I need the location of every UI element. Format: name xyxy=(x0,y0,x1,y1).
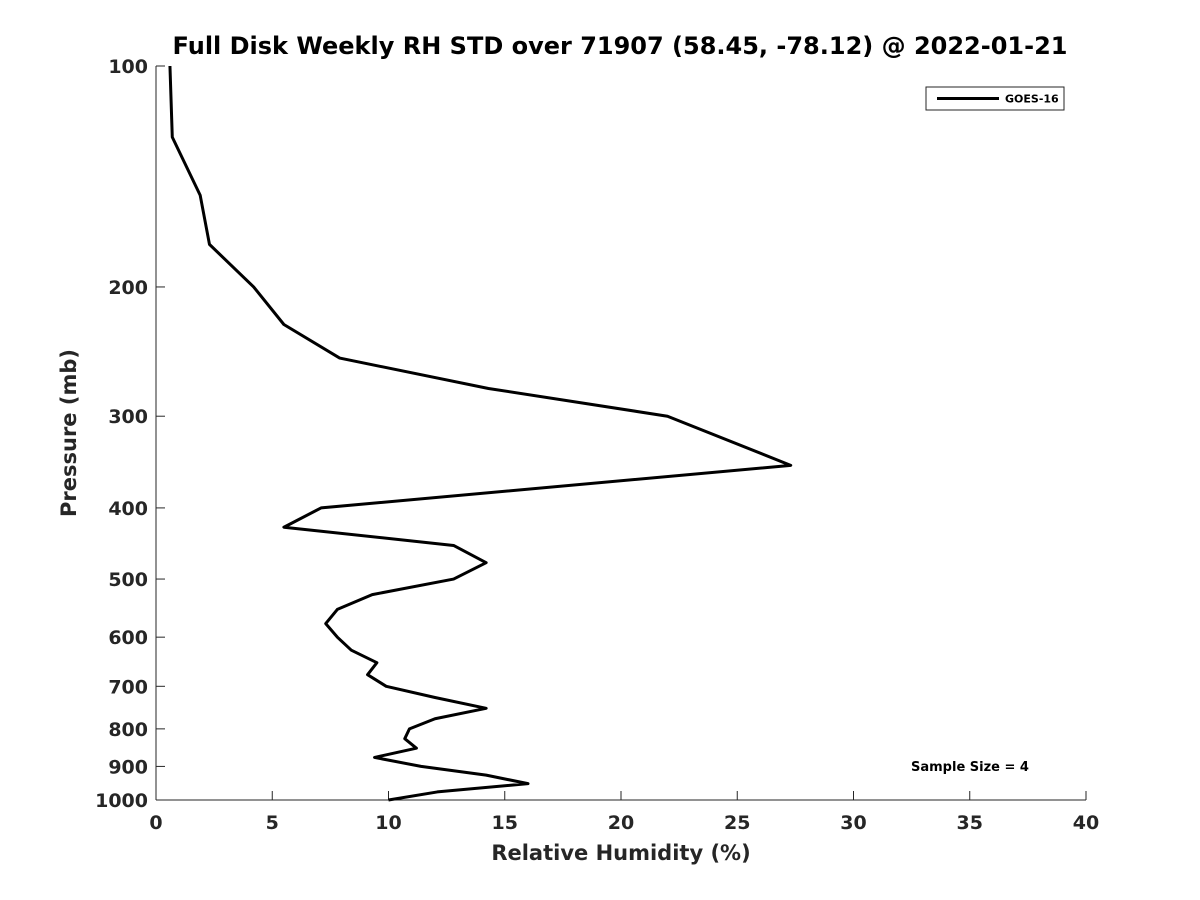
x-tick-label: 5 xyxy=(266,812,279,834)
sample-size-annotation: Sample Size = 4 xyxy=(911,760,1029,775)
series-line-goes-16 xyxy=(168,65,793,802)
y-tick-label: 700 xyxy=(108,676,148,698)
chart-title: Full Disk Weekly RH STD over 71907 (58.4… xyxy=(173,32,1068,60)
x-axis-label: Relative Humidity (%) xyxy=(491,841,750,865)
x-tick-label: 15 xyxy=(492,812,518,834)
plot-area: 0 5 10 15 20 25 30 35 40 100 200 300 400 500 600 700 80… xyxy=(95,56,1099,834)
y-tick-label: 400 xyxy=(108,498,148,520)
x-tick-label: 35 xyxy=(957,812,983,834)
legend-label-goes-16: GOES-16 xyxy=(1005,93,1059,106)
x-tick-label: 0 xyxy=(149,812,162,834)
x-tick-label: 25 xyxy=(724,812,750,834)
series-layer xyxy=(168,65,793,802)
y-tick-label: 900 xyxy=(108,756,148,778)
y-tick-label: 600 xyxy=(108,627,148,649)
x-tick-label: 30 xyxy=(840,812,866,834)
y-axis-label: Pressure (mb) xyxy=(57,349,81,517)
y-tick-label: 100 xyxy=(108,56,148,78)
x-tick-label: 10 xyxy=(375,812,401,834)
y-ticks: 100 200 300 400 500 600 700 800 900 1000 xyxy=(95,56,165,812)
legend: GOES-16 xyxy=(925,86,1065,111)
y-tick-label: 300 xyxy=(108,406,148,428)
x-ticks: 0 5 10 15 20 25 30 35 40 xyxy=(149,791,1099,834)
y-tick-label: 1000 xyxy=(95,790,148,812)
y-tick-label: 800 xyxy=(108,719,148,741)
x-tick-label: 20 xyxy=(608,812,634,834)
y-tick-label: 500 xyxy=(108,569,148,591)
x-tick-label: 40 xyxy=(1073,812,1099,834)
y-tick-label: 200 xyxy=(108,277,148,299)
